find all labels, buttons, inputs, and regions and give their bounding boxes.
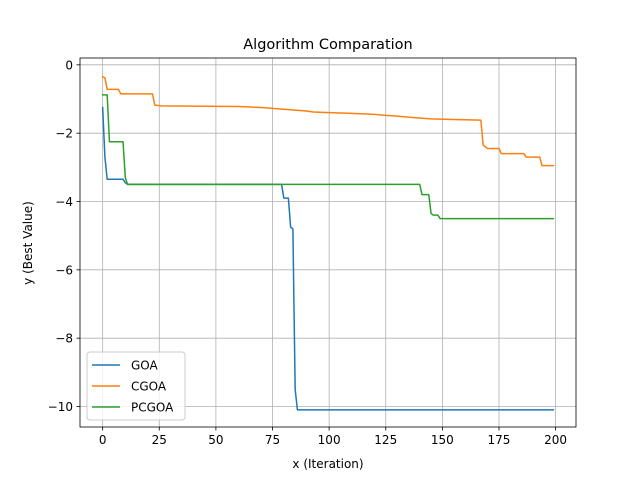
axis-ticks: 0 25 50 75 100 125 150 175 200 0 −2 −4 −6 −8 −10 (48, 58, 567, 447)
legend: GOA CGOA PCGOA (86, 351, 186, 421)
series-line-pcgoa (101, 94, 555, 220)
x-tick-label: 125 (374, 433, 397, 447)
x-tick-label: 0 (99, 433, 107, 447)
y-tick-label: −10 (48, 400, 73, 414)
chart-title: Algorithm Comparation (243, 37, 412, 53)
y-tick-label: −4 (55, 195, 73, 209)
legend-box (86, 351, 186, 421)
series-line-cgoa (101, 75, 555, 167)
y-axis-label: y (Best Value) (21, 201, 35, 285)
series-line-goa (101, 106, 555, 411)
y-tick-label: −8 (55, 332, 73, 346)
x-tick-label: 75 (265, 433, 280, 447)
y-tick-label: 0 (65, 58, 73, 72)
series-lines (101, 75, 555, 411)
x-tick-label: 25 (152, 433, 167, 447)
plot-frame (79, 57, 577, 428)
x-tick-label: 50 (208, 433, 223, 447)
x-tick-label: 100 (318, 433, 341, 447)
legend-label-pcgoa: PCGOA (131, 401, 174, 415)
x-tick-label: 150 (431, 433, 454, 447)
x-tick-label: 175 (488, 433, 511, 447)
legend-entries: GOA CGOA PCGOA (92, 359, 174, 415)
x-axis-label: x (Iteration) (292, 457, 363, 471)
y-tick-label: −2 (55, 127, 73, 141)
legend-label-cgoa: CGOA (131, 380, 167, 394)
legend-label-goa: GOA (131, 359, 159, 373)
y-tick-label: −6 (55, 263, 73, 277)
grid (80, 58, 576, 427)
x-tick-label: 200 (544, 433, 567, 447)
